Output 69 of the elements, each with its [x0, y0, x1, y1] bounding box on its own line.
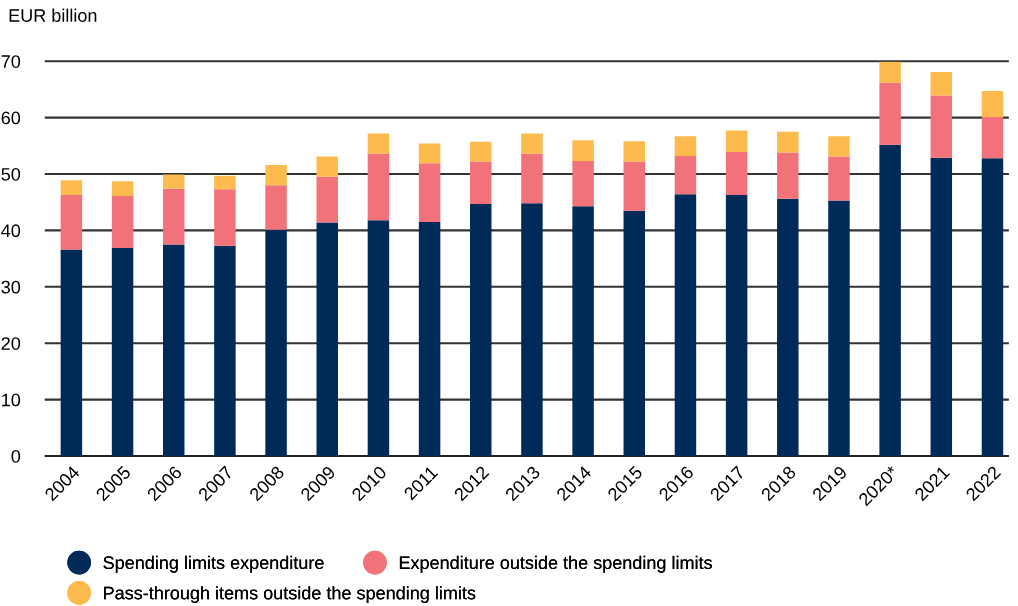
bar — [316, 176, 338, 223]
bar — [162, 244, 185, 457]
bar — [981, 158, 1004, 457]
bar — [981, 117, 1004, 159]
bar — [623, 161, 646, 211]
bar — [572, 161, 594, 207]
bar — [623, 141, 646, 162]
legend-label: Pass-through items outside the spending limits — [104, 586, 476, 603]
bar — [265, 185, 287, 230]
y-tick-label: 60 — [1, 111, 21, 125]
bar — [367, 220, 390, 457]
y-tick-label: 20 — [1, 337, 21, 350]
bar — [418, 163, 441, 222]
bar — [162, 188, 185, 245]
bar — [162, 174, 185, 189]
bar — [777, 198, 799, 457]
bar — [777, 131, 799, 153]
bar — [828, 156, 850, 201]
bar — [265, 164, 287, 186]
bar — [674, 155, 697, 195]
bar — [521, 203, 543, 457]
bar — [879, 144, 901, 457]
bar — [572, 206, 594, 457]
y-tick-label: 10 — [2, 393, 21, 407]
bar — [111, 181, 134, 197]
bar — [981, 91, 1004, 118]
bar — [725, 194, 748, 457]
bar — [828, 136, 850, 157]
bar — [60, 194, 83, 250]
y-tick-label: 50 — [1, 167, 21, 181]
bar — [316, 156, 338, 177]
bar — [60, 249, 83, 457]
bar — [111, 247, 134, 457]
bar — [111, 196, 134, 248]
bar — [367, 153, 390, 221]
bar — [418, 143, 441, 164]
y-tick-label: 40 — [1, 224, 21, 238]
bar — [316, 222, 338, 457]
bar — [367, 133, 390, 154]
bar — [828, 200, 850, 457]
bar — [930, 157, 953, 457]
bar — [674, 194, 697, 457]
bar — [470, 203, 492, 457]
bar — [930, 71, 953, 96]
bar — [470, 141, 492, 162]
y-tick-label: 0 — [11, 449, 21, 463]
legend-label: Expenditure outside the spending limits — [399, 555, 712, 573]
bar — [470, 161, 492, 204]
bar — [674, 136, 697, 156]
bar — [214, 189, 236, 246]
y-axis-title: EUR billion — [9, 8, 97, 22]
bar — [879, 82, 901, 145]
bar — [777, 152, 799, 199]
y-tick-label: 70 — [1, 55, 21, 68]
bar — [214, 175, 236, 190]
bar — [60, 180, 83, 195]
bar — [265, 229, 287, 457]
bar — [572, 140, 594, 162]
bar — [879, 61, 901, 83]
bar — [623, 210, 646, 457]
bar — [418, 221, 441, 457]
bar — [521, 153, 543, 204]
bar — [521, 133, 543, 154]
bar — [930, 95, 953, 158]
legend-label: Spending limits expenditure — [103, 555, 324, 573]
bar — [725, 152, 748, 195]
bar — [214, 245, 236, 457]
bar — [725, 130, 748, 153]
y-tick-label: 30 — [1, 280, 21, 294]
